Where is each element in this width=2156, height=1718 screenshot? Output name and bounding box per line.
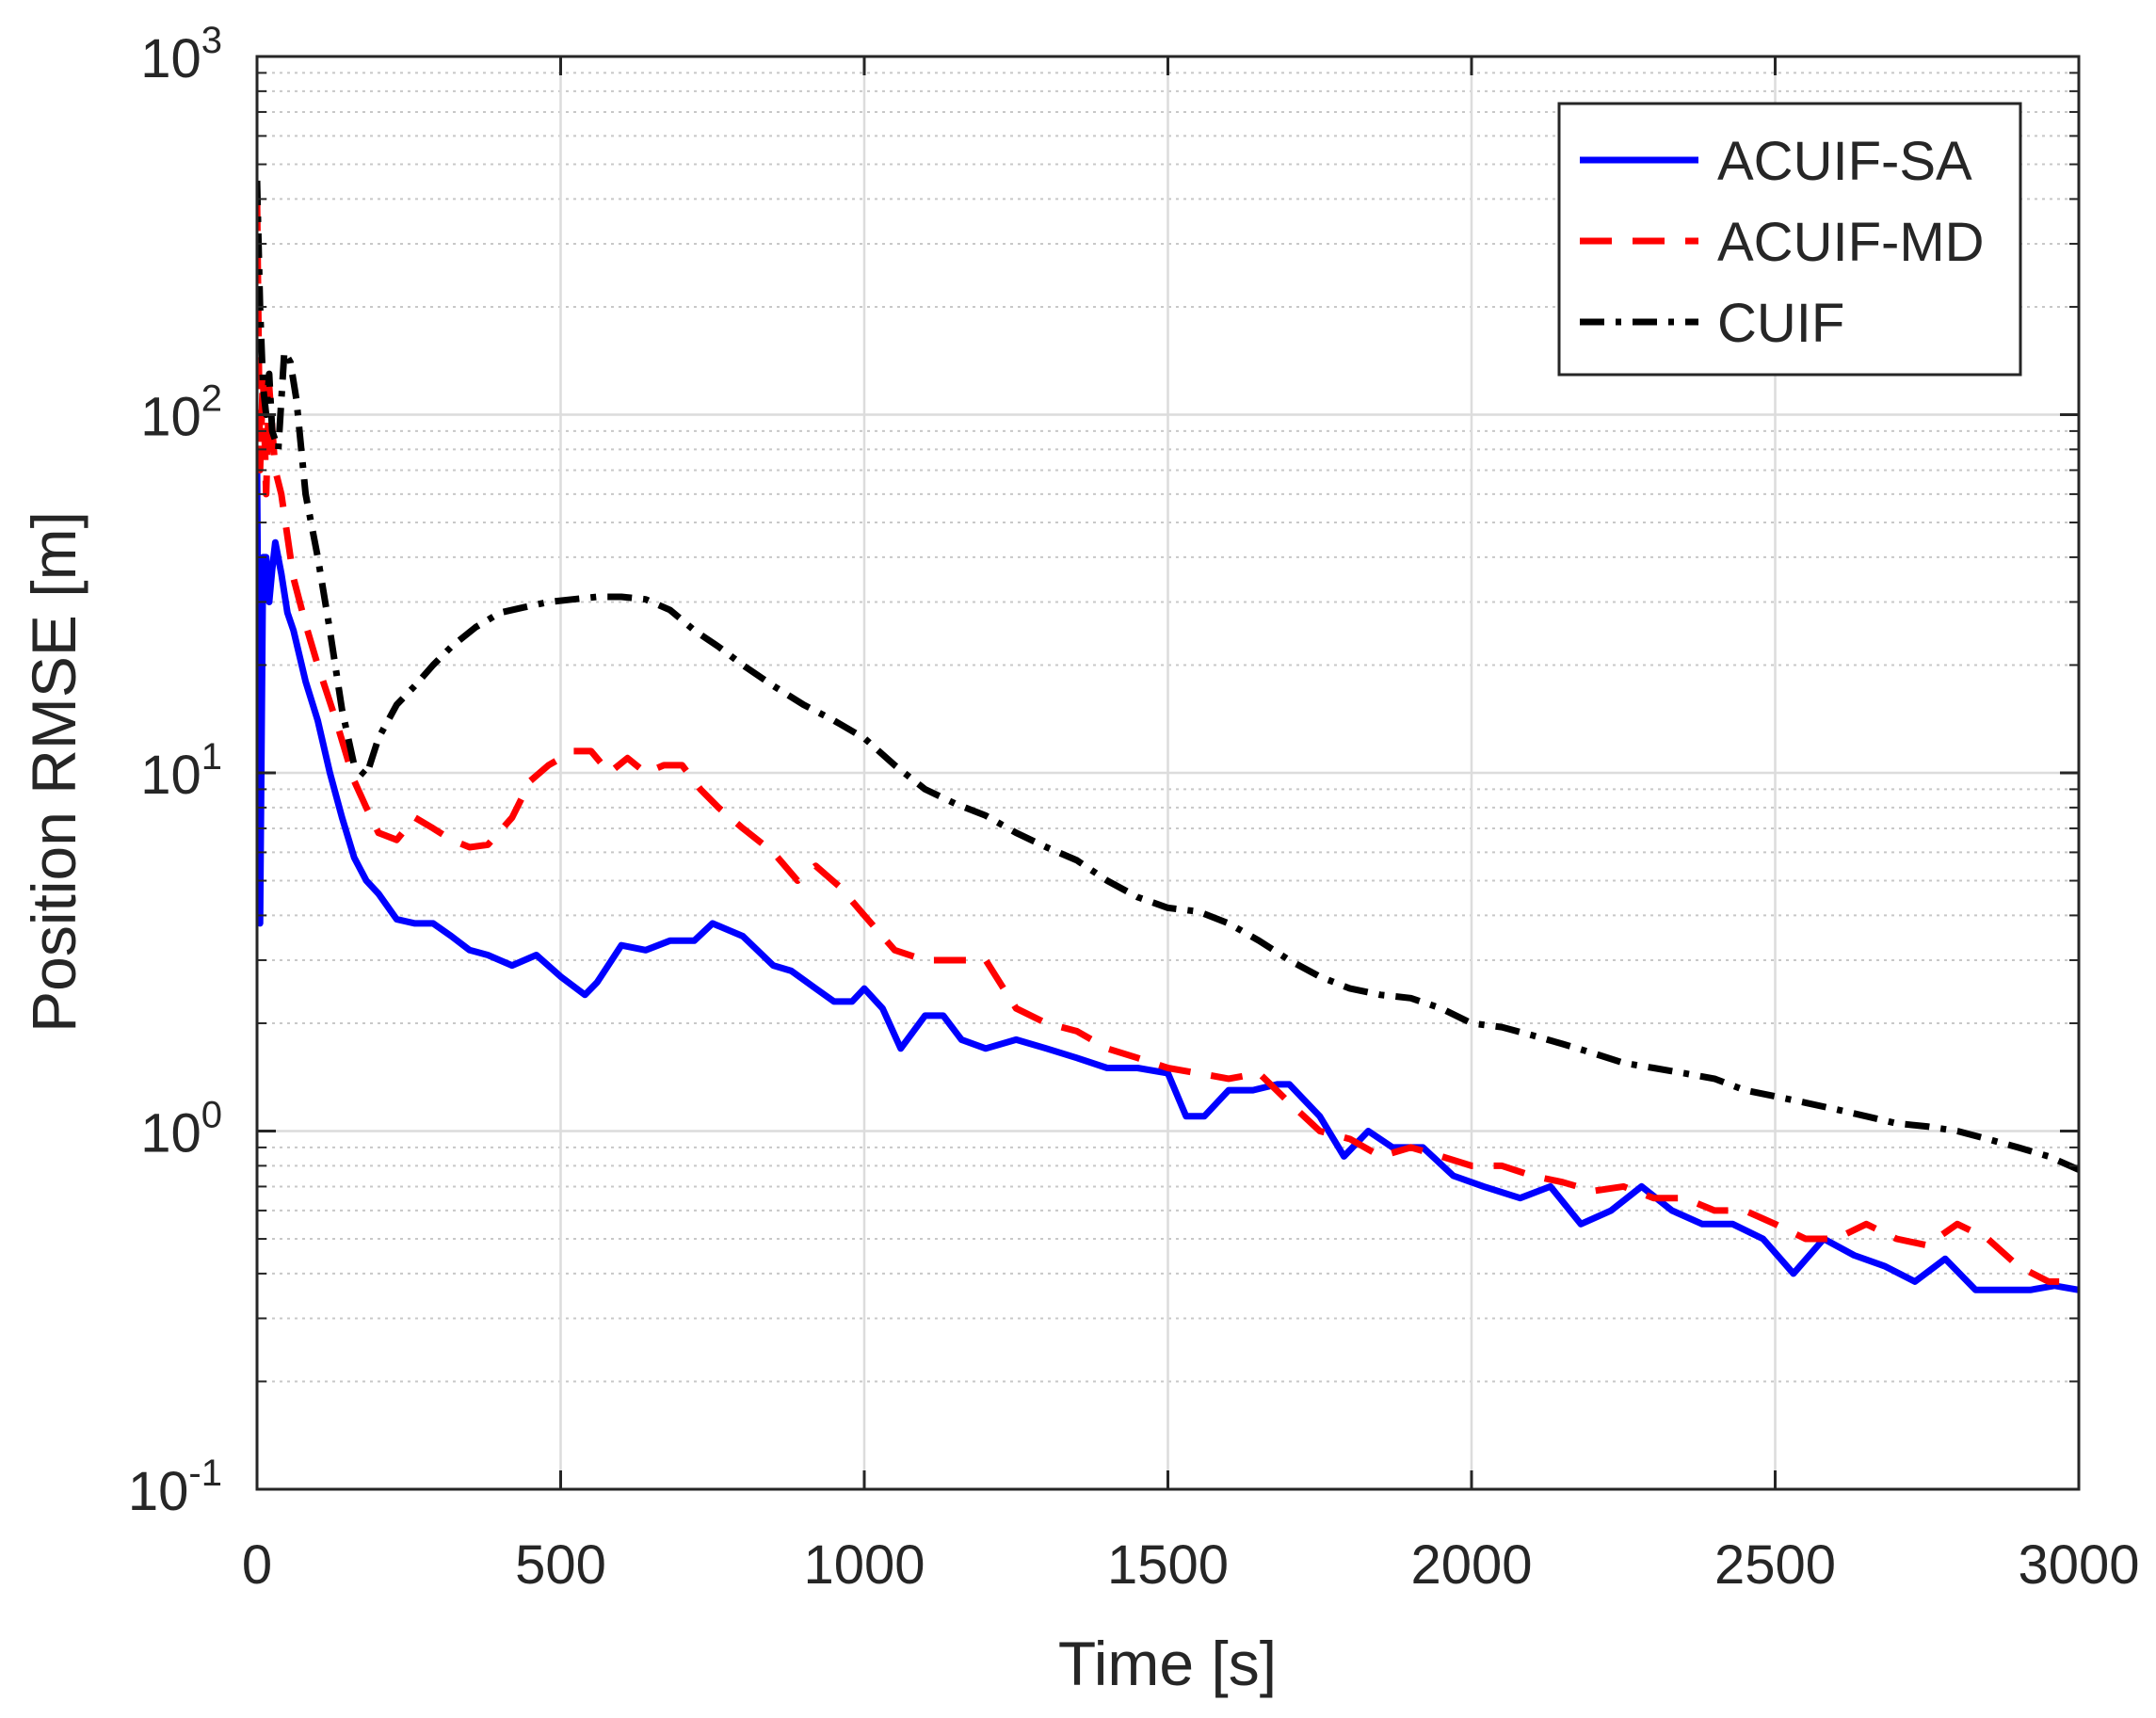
- x-tick-label: 500: [515, 1534, 606, 1596]
- x-tick-label: 1000: [803, 1534, 925, 1596]
- series-layer: [257, 180, 2079, 1293]
- x-tick-label: 2500: [1714, 1534, 1836, 1596]
- legend: ACUIF-SA ACUIF-MD CUIF: [1557, 102, 2022, 377]
- axis-layer: 10-1 100 101 102 103 0 500 1000 1500 2000 2500 3000: [128, 20, 2140, 1596]
- y-axis-label: Position RMSE [m]: [19, 511, 88, 1033]
- x-tick-label: 2000: [1410, 1534, 1532, 1596]
- series-line-acuif-md: [257, 199, 2079, 1285]
- series-line-acuif-sa: [257, 470, 2079, 1293]
- x-axis-label: Time [s]: [1058, 1629, 1277, 1698]
- y-tick-label: 100: [140, 1095, 222, 1164]
- y-tick-label: 101: [140, 736, 222, 806]
- legend-label: CUIF: [1717, 293, 1844, 354]
- series-line-cuif: [257, 180, 2079, 1173]
- x-tick-label: 0: [242, 1534, 272, 1596]
- y-tick-label: 103: [140, 20, 222, 89]
- x-tick-label: 3000: [2018, 1534, 2139, 1596]
- x-tick-label: 1500: [1107, 1534, 1229, 1596]
- y-tick-label: 102: [140, 378, 222, 448]
- legend-label: ACUIF-SA: [1717, 131, 1972, 192]
- legend-label: ACUIF-MD: [1717, 212, 1985, 273]
- y-tick-label: 10-1: [128, 1453, 222, 1522]
